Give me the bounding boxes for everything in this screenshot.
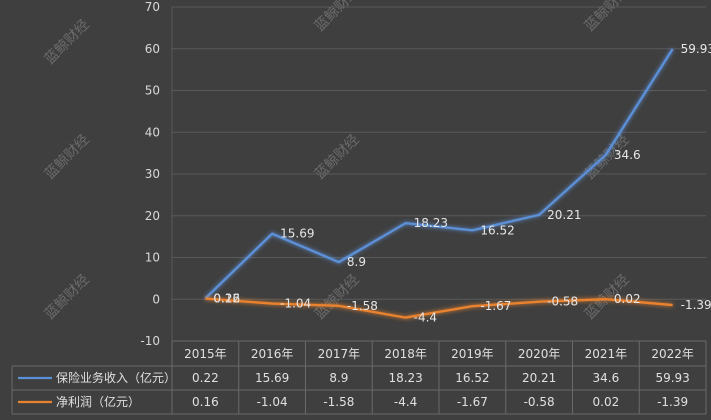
x-category-label: 2015年 bbox=[184, 347, 227, 361]
data-label-series-1: -4.4 bbox=[414, 311, 437, 325]
y-tick-label: 20 bbox=[145, 209, 160, 223]
watermark-text: 蓝鲸财经 bbox=[312, 0, 363, 35]
table-cell-series-1: 0.02 bbox=[593, 395, 620, 409]
x-category-label: 2016年 bbox=[251, 347, 294, 361]
table-cell-series-1: -1.67 bbox=[457, 395, 488, 409]
x-category-label: 2019年 bbox=[451, 347, 494, 361]
y-axis: -10 0 10 20 30 40 50 60 70 bbox=[140, 0, 160, 348]
y-tick-label: 10 bbox=[145, 251, 160, 265]
y-tick-label: 40 bbox=[145, 125, 160, 139]
table-cell-series-1: -1.39 bbox=[657, 395, 688, 409]
y-tick-label: -10 bbox=[140, 334, 160, 348]
data-label-series-0: 59.93 bbox=[681, 42, 711, 56]
x-category-label: 2022年 bbox=[651, 347, 694, 361]
data-label-series-0: 15.69 bbox=[280, 227, 314, 241]
table-cell-series-0: 0.22 bbox=[192, 371, 219, 385]
y-tick-label: 30 bbox=[145, 167, 160, 181]
watermark-text: 蓝鲸财经 bbox=[42, 272, 93, 323]
data-labels: 0.22 15.69 8.9 18.23 16.52 20.21 34.6 59.93 0.16… bbox=[213, 42, 711, 325]
data-label-series-0: 20.21 bbox=[547, 208, 581, 222]
table-cell-series-1: -0.58 bbox=[524, 395, 555, 409]
data-label-series-1: -1.67 bbox=[480, 299, 511, 313]
data-label-series-0: 34.6 bbox=[614, 148, 641, 162]
table-cell-series-1: -1.58 bbox=[323, 395, 354, 409]
x-category-label: 2017年 bbox=[318, 347, 361, 361]
data-label-series-0: 16.52 bbox=[480, 223, 514, 237]
legend-label-1: 净利润（亿元） bbox=[56, 394, 140, 409]
data-label-series-1: -1.39 bbox=[681, 298, 711, 312]
watermark-text: 蓝鲸财经 bbox=[42, 132, 93, 183]
series-lines bbox=[204, 48, 674, 319]
x-category-label: 2018年 bbox=[384, 347, 427, 361]
table-cell-series-1: -4.4 bbox=[394, 395, 417, 409]
data-label-series-1: 0.16 bbox=[213, 292, 240, 306]
x-category-label: 2020年 bbox=[518, 347, 561, 361]
data-label-series-1: 0.02 bbox=[614, 292, 641, 306]
data-label-series-0: 0.22 bbox=[213, 291, 240, 305]
watermark-text: 蓝鲸财经 bbox=[312, 132, 363, 183]
table-cell-series-0: 18.23 bbox=[388, 371, 422, 385]
data-label-series-1: -0.58 bbox=[547, 295, 578, 309]
series-line-1 bbox=[205, 297, 673, 319]
y-tick-label: 0 bbox=[152, 292, 160, 306]
y-tick-label: 60 bbox=[145, 42, 160, 56]
data-table: 2015年 2016年 2017年 2018年 2019年 2020年 2021年 2022年… bbox=[11, 340, 707, 415]
data-label-series-0: 18.23 bbox=[414, 216, 448, 230]
data-label-series-1: -1.58 bbox=[347, 299, 378, 313]
gridlines bbox=[171, 6, 706, 341]
table-cell-series-0: 59.93 bbox=[655, 371, 689, 385]
table-cell-series-0: 34.6 bbox=[593, 371, 620, 385]
y-tick-label: 70 bbox=[145, 0, 160, 14]
legend-label-0: 保险业务收入（亿元） bbox=[56, 370, 176, 385]
table-cell-series-1: 0.16 bbox=[192, 395, 219, 409]
table-cell-series-0: 20.21 bbox=[522, 371, 556, 385]
data-label-series-0: 8.9 bbox=[347, 255, 366, 269]
watermark-text: 蓝鲸财经 bbox=[312, 272, 363, 323]
data-label-series-1: -1.04 bbox=[280, 297, 311, 311]
table-cell-series-0: 16.52 bbox=[455, 371, 489, 385]
series-line-0 bbox=[204, 48, 674, 300]
table-cell-series-0: 15.69 bbox=[255, 371, 289, 385]
table-cell-series-1: -1.04 bbox=[257, 395, 288, 409]
table-cell-series-0: 8.9 bbox=[329, 371, 348, 385]
watermark-text: 蓝鲸财经 bbox=[582, 0, 633, 35]
y-tick-label: 50 bbox=[145, 84, 160, 98]
watermark-text: 蓝鲸财经 bbox=[42, 17, 93, 68]
x-category-label: 2021年 bbox=[585, 347, 628, 361]
